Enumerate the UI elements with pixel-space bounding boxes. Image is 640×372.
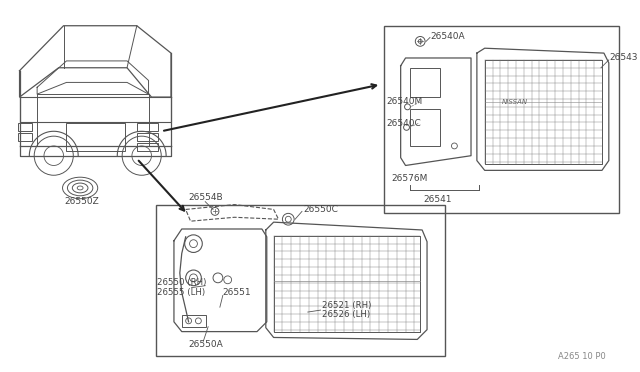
Text: 26550A: 26550A xyxy=(189,340,223,349)
Text: 26576M: 26576M xyxy=(391,174,428,183)
Text: 26550C: 26550C xyxy=(303,205,338,214)
Bar xyxy=(156,205,445,356)
Text: 26540C: 26540C xyxy=(386,119,420,128)
Bar xyxy=(384,26,619,214)
Text: 26550Z: 26550Z xyxy=(65,197,99,206)
Text: 26541: 26541 xyxy=(424,195,452,204)
Text: 26554B: 26554B xyxy=(188,193,223,202)
Bar xyxy=(67,124,125,151)
Bar xyxy=(137,124,158,131)
Text: 26540A: 26540A xyxy=(430,32,465,41)
Text: 26521 (RH): 26521 (RH) xyxy=(323,301,372,310)
Bar xyxy=(182,315,206,327)
Text: 26543: 26543 xyxy=(610,54,638,62)
Text: 26540M: 26540M xyxy=(386,97,422,106)
Text: A265 10 P0: A265 10 P0 xyxy=(558,352,606,360)
Text: 26526 (LH): 26526 (LH) xyxy=(323,311,371,320)
Bar xyxy=(137,143,158,151)
Bar xyxy=(410,109,440,146)
Bar xyxy=(137,133,158,141)
Text: NISSAN: NISSAN xyxy=(501,99,527,105)
Text: 26550 (RH): 26550 (RH) xyxy=(157,278,207,287)
Bar xyxy=(17,124,32,131)
Text: 26551: 26551 xyxy=(223,288,252,297)
Bar xyxy=(17,133,32,141)
Text: 26555 (LH): 26555 (LH) xyxy=(157,288,205,297)
Bar xyxy=(410,68,440,97)
